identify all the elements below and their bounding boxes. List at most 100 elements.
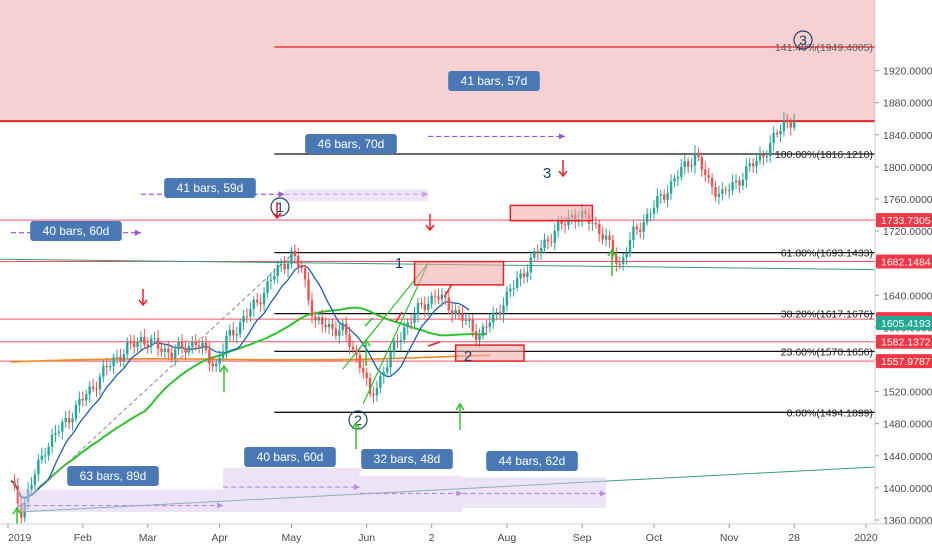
time-axis-label: May [282,532,303,544]
candle-body [608,235,611,240]
candle-body [611,239,615,256]
candle-body [471,319,474,332]
time-axis-label: Nov [720,532,739,544]
candle-body [512,287,515,289]
supply-zone-wave1 [413,260,505,286]
price-tag-label: 1557.9787 [881,356,931,368]
candle-body [632,226,635,240]
price-axis-label: 1480.0000 [883,419,932,431]
candle-body [724,189,727,191]
price-tag-label: 1682.1484 [881,256,931,268]
candle-body [598,224,601,234]
candle-body [772,132,775,144]
candle-body [591,222,594,224]
candle-body [279,263,283,266]
candle-body [686,161,690,167]
candle-body [362,367,365,373]
price-axis-label: 1720.0000 [883,226,932,238]
bars-range-line-arrowhead [559,133,566,140]
candle-body [338,330,341,336]
candle-body [416,303,420,315]
candle-body [37,459,40,475]
candle-body [232,329,235,336]
candle-body [680,166,683,177]
candle-body [399,339,403,343]
candle-body [187,346,191,353]
time-axis-label: Oct [646,532,662,544]
wave-label-circle [270,197,290,217]
candle-body [553,231,556,243]
candle-body [731,182,734,191]
sell-signal-arrow-head [558,170,568,178]
candle-body [464,319,468,322]
candle-body [221,351,225,358]
candle-body [758,154,762,161]
candle-body [714,187,717,197]
candle-body [98,376,102,390]
candle-body [160,348,163,353]
bar-count-label-box [448,71,540,91]
time-axis-label: Apr [211,532,228,544]
candle-body [13,480,16,486]
candle-body [242,316,245,323]
candle-body [33,474,37,485]
candle-body [197,345,201,347]
candle-body [628,239,632,254]
fib-level-label: 38.20%(1617.1676) [781,309,873,321]
candle-body [156,338,160,349]
candle-body [228,329,232,336]
bar-count-label: 63 bars, 89d [80,469,147,483]
candle-body [71,418,74,423]
bar-count-label-box [361,449,453,469]
candle-body [509,288,512,292]
candle-body [642,222,645,232]
bar-count-label-box [67,466,159,486]
wave-label: 3 [543,165,551,182]
candle-body [372,393,375,396]
bar-count-label: 32 bars, 48d [374,452,441,466]
candle-body [539,248,543,254]
candle-body [437,296,440,300]
candle-body [245,316,249,318]
candle-body [604,235,608,240]
bar-count-label: 41 bars, 57d [461,74,528,88]
candle-body [119,356,122,362]
bars-range-line-arrowhead [278,191,285,198]
wave-label-circle [348,410,368,430]
time-axis-label: Sep [573,532,592,544]
candle-body [365,372,368,379]
candle-body [153,338,156,340]
buy-signal-arrow-head [455,402,465,411]
candle-body [461,313,464,322]
sell-signal-arrow-head [272,212,282,220]
candle-body [382,372,385,376]
candle-body [666,193,669,200]
bars-range-band [223,467,360,512]
candle-body [741,179,745,186]
candle-body [519,273,522,279]
candle-body [522,273,526,277]
candle-body [132,342,136,347]
candle-body [786,120,789,123]
candle-body [765,156,769,158]
time-axis-label: 2019 [8,532,32,544]
candle-body [375,387,379,396]
candle-body [454,310,457,315]
candle-body [191,342,194,347]
candle-body [427,303,430,311]
price-axis-label: 1840.0000 [883,130,932,142]
candle-body [105,366,108,368]
candle-body [529,257,533,273]
candle-body [297,256,300,267]
candle-body [779,130,782,135]
time-axis-label: Aug [498,532,517,544]
candle-body [543,239,546,249]
candle-body [550,241,553,243]
bar-count-label-box [305,134,397,154]
dashed-trend-line [20,254,292,506]
candle-body [266,281,269,293]
time-axis-label: Jun [358,532,375,544]
candle-body [194,342,197,346]
candle-body [447,297,450,311]
